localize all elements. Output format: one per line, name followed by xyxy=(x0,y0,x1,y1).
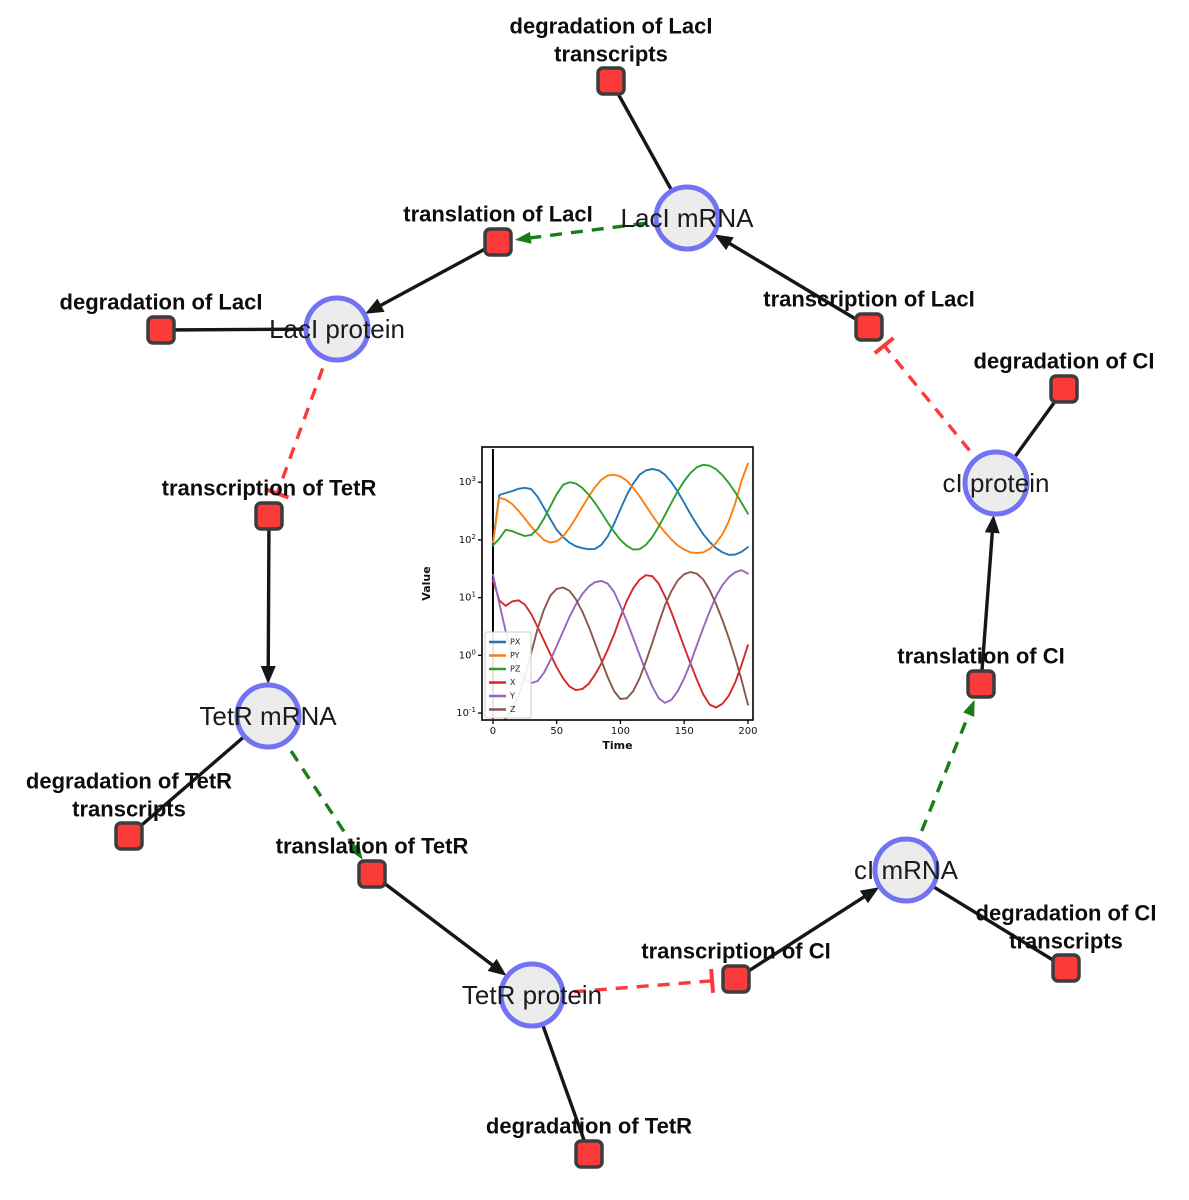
reaction-node-deg_tetr xyxy=(574,1139,604,1169)
reaction-label-tl_laci: translation of LacI xyxy=(403,202,592,227)
edge-tc_laci-laci_mrna xyxy=(714,234,870,329)
reaction-node-deg_laci xyxy=(146,315,176,345)
chart-y-tick: 101 xyxy=(459,591,476,604)
reaction-label-deg_laci_tx: transcripts xyxy=(554,42,668,67)
reaction-label-tc_laci: transcription of LacI xyxy=(763,287,974,312)
reaction-node-tl_ci xyxy=(966,669,996,699)
reaction-label-tl_tetr: translation of TetR xyxy=(276,834,469,859)
chart-series-layer xyxy=(492,462,749,720)
edge-tc_tetr-tetr_mrna xyxy=(260,515,276,685)
reaction-label-tc_ci: transcription of CI xyxy=(641,939,830,964)
chart-series-X xyxy=(492,574,749,709)
species-node-ci_protein xyxy=(962,449,1030,517)
chart-legend-entry-X: X xyxy=(510,678,516,687)
reaction-node-deg_ci xyxy=(1049,374,1079,404)
species-label-ci_mrna: cI mRNA xyxy=(854,855,959,885)
timecourse-chart: 0 50 100 150 20010310210110010-1TimeValuePXP… xyxy=(420,446,757,752)
chart-xlabel: Time xyxy=(602,739,632,752)
species-node-ci_mrna xyxy=(872,836,940,904)
modifier-arrowhead xyxy=(963,699,975,717)
reaction-label-deg_tetr_tx: transcripts xyxy=(72,797,186,822)
arrowhead xyxy=(487,958,507,976)
chart-x-tick: 150 xyxy=(675,726,694,737)
arrowhead xyxy=(859,887,880,904)
arrowhead xyxy=(365,298,385,314)
chart-x-tick: 50 xyxy=(550,726,563,737)
reaction-label-tl_ci: translation of CI xyxy=(897,644,1064,669)
chart-series-PZ xyxy=(492,463,749,551)
modifier-arrowhead xyxy=(514,231,532,244)
reaction-label-deg_ci_tx: transcripts xyxy=(1009,929,1123,954)
reaction-node-tc_laci xyxy=(854,312,884,342)
chart-axes xyxy=(481,446,754,721)
chart-y-tick: 100 xyxy=(459,648,476,661)
reaction-label-deg_ci: degradation of CI xyxy=(974,349,1155,374)
reaction-node-tl_laci xyxy=(483,227,513,257)
chart-legend-entry-PX: PX xyxy=(510,638,521,647)
arrowhead xyxy=(984,514,1000,534)
modifier-arrowhead xyxy=(348,843,363,860)
reaction-label-tc_tetr: transcription of TetR xyxy=(162,476,377,501)
edge-tl_tetr-tetr_protein xyxy=(370,872,507,976)
chart-legend: PX PY PZ XYZ xyxy=(484,631,532,719)
chart-x-tick: 100 xyxy=(611,726,630,737)
chart-legend-entry-Z: Z xyxy=(510,705,516,714)
species-node-tetr_protein xyxy=(498,961,566,1029)
reaction-node-tc_tetr xyxy=(254,501,284,531)
reaction-label-deg_laci_tx: degradation of LacI xyxy=(510,14,713,39)
reaction-node-deg_laci_tx xyxy=(596,66,626,96)
labels-layer: LacI mRNA LacI protein TetR mRNA TetR prote… xyxy=(26,14,1157,1139)
chart-ylabel: Value xyxy=(420,566,433,600)
chart-legend-entry-PZ: PZ xyxy=(510,665,521,674)
chart-y-tick: 103 xyxy=(459,475,476,488)
reaction-label-deg_ci_tx: degradation of CI xyxy=(976,901,1157,926)
arrowhead xyxy=(714,234,734,251)
species-label-laci_protein: LacI protein xyxy=(269,314,405,344)
chart-x-tick: 0 xyxy=(490,726,496,737)
arrowhead xyxy=(260,665,276,685)
chart-y-tick: 102 xyxy=(459,533,476,546)
edge-tc_ci-ci_mrna xyxy=(735,887,880,981)
reaction-node-tc_ci xyxy=(721,964,751,994)
chart-series-Z xyxy=(502,571,749,720)
species-label-tetr_protein: TetR protein xyxy=(462,980,602,1010)
chart-y-tick: 10-1 xyxy=(456,706,476,719)
reaction-label-deg_laci: degradation of LacI xyxy=(60,290,263,315)
species-label-laci_mrna: LacI mRNA xyxy=(621,203,755,233)
species-node-laci_mrna xyxy=(653,184,721,252)
chart-x-tick: 200 xyxy=(738,726,757,737)
reaction-node-deg_tetr_tx xyxy=(114,821,144,851)
reaction-node-deg_ci_tx xyxy=(1051,953,1081,983)
reaction-label-deg_tetr_tx: degradation of TetR xyxy=(26,769,232,794)
species-node-laci_protein xyxy=(303,295,371,363)
species-label-tetr_mrna: TetR mRNA xyxy=(199,701,337,731)
species-node-tetr_mrna xyxy=(234,682,302,750)
nodes-layer xyxy=(114,66,1081,1169)
chart-series-PX xyxy=(492,467,749,556)
chart-legend-entry-Y: Y xyxy=(509,692,515,701)
species-label-ci_protein: cI protein xyxy=(943,468,1050,498)
chart-legend-entry-PY: PY xyxy=(510,651,520,660)
edge-tl_laci-laci_protein xyxy=(365,240,499,314)
inhibition-bar xyxy=(873,336,895,355)
reaction-node-tl_tetr xyxy=(357,859,387,889)
inhibition-bar xyxy=(709,968,716,993)
chart-series-Y xyxy=(492,569,749,704)
timecourse-chart-inset: 0 50 100 150 200 103 102 101 100 10-1 Time Value PX P… xyxy=(420,432,765,762)
inhibition-bar xyxy=(265,487,290,500)
reaction-label-deg_tetr: degradation of TetR xyxy=(486,1114,692,1139)
edge-tl_ci-ci_protein xyxy=(979,514,1000,685)
